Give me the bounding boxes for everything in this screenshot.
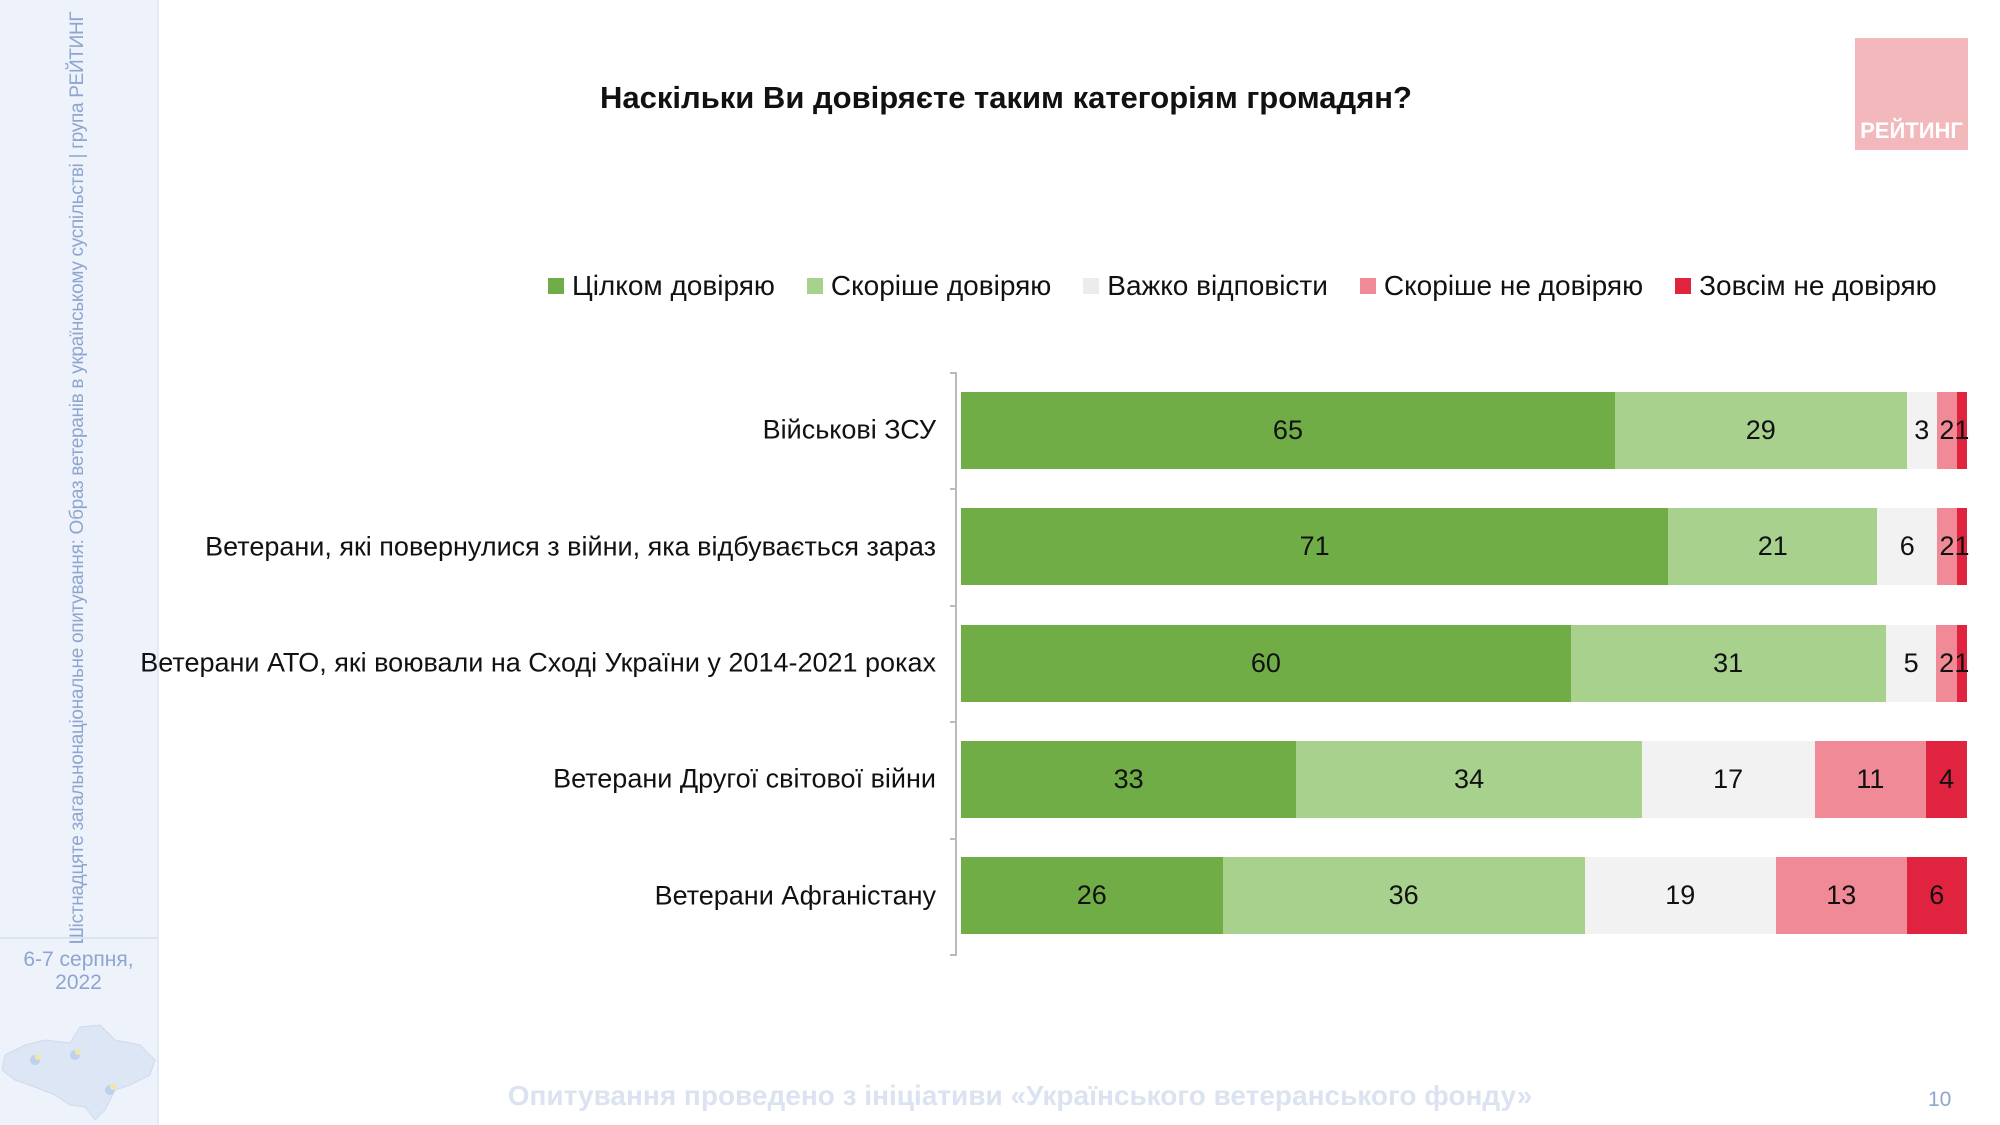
bar-segment: 33 xyxy=(961,740,1297,818)
legend-swatch xyxy=(1359,278,1376,294)
axis-tick xyxy=(950,721,957,724)
data-label: 17 xyxy=(1713,763,1744,794)
data-label: 60 xyxy=(1250,647,1281,678)
data-label: 2 xyxy=(1939,531,1955,562)
axis-tick xyxy=(950,604,957,607)
legend-swatch xyxy=(548,278,564,294)
data-label: 11 xyxy=(1856,763,1885,794)
sidebar: Шістнадцяте загальнонаціональне опитуван… xyxy=(0,0,159,1125)
bar-row: 65 29 3 2 1 xyxy=(961,391,1970,469)
category-label: Ветерани Афганістану xyxy=(654,880,936,911)
bar-segment: 4 xyxy=(1926,740,1967,818)
axis-tick xyxy=(950,372,957,374)
bar-row: 60 31 5 2 1 xyxy=(961,624,1970,702)
footer-note: Опитування проведено з ініціативи «Украї… xyxy=(507,1080,1533,1111)
legend-label: Зовсім не довіряю xyxy=(1699,270,1937,301)
bar-segment: 2 xyxy=(1937,508,1957,586)
category-label: Ветерани АТО, які воювали на Сході Украї… xyxy=(140,647,936,678)
axis-tick xyxy=(950,837,957,840)
bar-segment: 36 xyxy=(1222,857,1585,935)
legend-swatch xyxy=(1675,278,1692,294)
sidebar-divider xyxy=(0,937,157,939)
bar-segment: 6 xyxy=(1877,508,1938,586)
legend-item: Цілком довіряю xyxy=(548,270,775,302)
data-label: 5 xyxy=(1903,647,1919,678)
data-label: 6 xyxy=(1929,880,1945,911)
bar-row: 26 36 19 13 6 xyxy=(961,857,1967,935)
chart-title: Наскільки Ви довіряєте таким категоріям … xyxy=(600,80,1412,115)
legend-item: Зовсім не довіряю xyxy=(1675,270,1937,302)
data-label: 19 xyxy=(1665,880,1696,911)
bar-segment: 2 xyxy=(1936,391,1957,469)
data-label: 36 xyxy=(1388,880,1419,911)
legend-label: Важко відповісти xyxy=(1107,270,1328,301)
data-label: 71 xyxy=(1299,531,1330,562)
data-label: 26 xyxy=(1076,880,1107,911)
category-label: Ветерани, які повернулися з війни, яка в… xyxy=(205,531,936,562)
legend-label: Скоріше не довіряю xyxy=(1383,270,1644,301)
chart-legend: Цілком довіряю Скоріше довіряю Важко відпо… xyxy=(548,270,1969,302)
data-label: 65 xyxy=(1272,414,1303,445)
legend-swatch xyxy=(1083,278,1100,294)
legend-item: Скоріше довіряю xyxy=(806,270,1052,302)
bar-segment: 71 xyxy=(961,508,1669,586)
data-label: 6 xyxy=(1899,531,1915,562)
data-label: 1 xyxy=(1954,531,1970,562)
category-label: Військові ЗСУ xyxy=(762,414,936,445)
legend-swatch xyxy=(806,278,823,294)
legend-item: Важко відповісти xyxy=(1083,270,1328,302)
bar-segment: 17 xyxy=(1641,740,1815,818)
bar-segment: 11 xyxy=(1814,740,1927,818)
bar-row: 33 34 17 11 4 xyxy=(961,740,1967,818)
legend-label: Скоріше довіряю xyxy=(830,270,1052,301)
bar-segment: 5 xyxy=(1885,624,1937,702)
survey-caption: Шістнадцяте загальнонаціональне опитуван… xyxy=(67,11,88,945)
bar-segment: 21 xyxy=(1668,508,1878,586)
bar-segment: 1 xyxy=(1954,391,1970,469)
page-number: 10 xyxy=(1928,1088,1952,1111)
bar-segment: 2 xyxy=(1936,624,1957,702)
data-label: 34 xyxy=(1454,763,1485,794)
category-axis xyxy=(955,372,957,954)
data-label: 33 xyxy=(1113,763,1144,794)
bar-segment: 60 xyxy=(961,624,1571,702)
data-label: 4 xyxy=(1939,763,1955,794)
bar-segment: 34 xyxy=(1296,740,1642,818)
bar-segment: 65 xyxy=(961,391,1615,469)
category-label: Ветерани Другої світової війни xyxy=(553,763,936,794)
bar-segment: 29 xyxy=(1614,391,1907,469)
data-label: 3 xyxy=(1914,414,1930,445)
data-label: 2 xyxy=(1939,647,1955,678)
logo-text: РЕЙТИНГ xyxy=(1860,118,1963,143)
bar-segment: 13 xyxy=(1775,857,1907,935)
bar-segment: 3 xyxy=(1906,391,1937,469)
data-label: 31 xyxy=(1713,647,1744,678)
rating-logo: РЕЙТИНГ xyxy=(1855,38,1968,150)
ukraine-map-icon xyxy=(1,1024,156,1121)
axis-tick xyxy=(950,488,957,491)
data-label: 29 xyxy=(1745,414,1776,445)
bar-segment: 1 xyxy=(1954,508,1970,586)
bar-segment: 26 xyxy=(961,857,1223,935)
bar-row: 71 21 6 2 1 xyxy=(961,508,1970,586)
data-label: 1 xyxy=(1954,414,1970,445)
data-label: 21 xyxy=(1757,531,1788,562)
axis-tick xyxy=(950,954,957,956)
data-label: 1 xyxy=(1954,647,1970,678)
data-label: 13 xyxy=(1826,880,1857,911)
bar-segment: 1 xyxy=(1954,624,1970,702)
data-label: 2 xyxy=(1939,414,1955,445)
legend-item: Скоріше не довіряю xyxy=(1359,270,1644,302)
bar-segment: 6 xyxy=(1906,857,1967,935)
survey-date: 6-7 серпня, 2022 xyxy=(23,948,134,994)
bar-segment: 31 xyxy=(1570,624,1886,702)
bar-segment: 19 xyxy=(1584,857,1776,935)
legend-label: Цілком довіряю xyxy=(572,270,775,301)
